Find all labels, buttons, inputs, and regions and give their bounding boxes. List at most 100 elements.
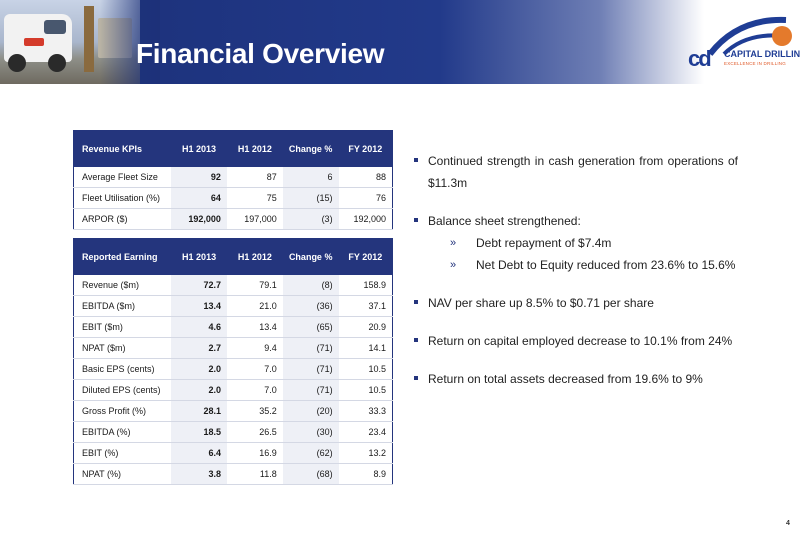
table-row: ARPOR ($) 192,000 197,000 (3) 192,000 — [73, 208, 393, 230]
table-cell: 10.5 — [338, 379, 393, 401]
column-header: Revenue KPIs — [73, 130, 172, 167]
truck-wheel-rear — [48, 54, 66, 72]
bullet-text: NAV per share up 8.5% to $0.71 per share — [428, 296, 654, 310]
table-cell: 8.9 — [338, 463, 393, 485]
truck-wheel-front — [8, 54, 26, 72]
table-cell: Diluted EPS (cents) — [73, 379, 172, 401]
company-logo: cd CAPITAL DRILLING EXCELLENCE IN DRILLI… — [688, 16, 800, 76]
summary-bullets: Continued strength in cash generation fr… — [414, 150, 738, 390]
bullet-text: Return on capital employed decrease to 1… — [428, 334, 733, 348]
sub-bullet-item: » Net Debt to Equity reduced from 23.6% t… — [414, 254, 738, 276]
table-row: Fleet Utilisation (%) 64 75 (15) 76 — [73, 187, 393, 209]
table-cell: 6 — [282, 166, 339, 188]
table-cell: (71) — [282, 337, 339, 359]
truck-window — [44, 20, 66, 34]
table-cell: 16.9 — [226, 442, 283, 464]
column-header: Reported Earning — [73, 238, 172, 275]
table-row: EBITDA ($m) 13.4 21.0 (36) 37.1 — [73, 295, 393, 317]
table-cell: 35.2 — [226, 400, 283, 422]
table-row: Average Fleet Size 92 87 6 88 — [73, 166, 393, 188]
table-cell: 26.5 — [226, 421, 283, 443]
table-cell: (8) — [282, 274, 339, 296]
page-number: 4 — [786, 520, 790, 527]
table-cell: Basic EPS (cents) — [73, 358, 172, 380]
column-header: Change % — [282, 238, 339, 275]
table-cell: 28.1 — [171, 400, 227, 422]
table-cell: Gross Profit (%) — [73, 400, 172, 422]
table-cell: 20.9 — [338, 316, 393, 338]
table-row: Basic EPS (cents) 2.0 7.0 (71) 10.5 — [73, 358, 393, 380]
table-cell: 6.4 — [171, 442, 227, 464]
table-cell: 2.7 — [171, 337, 227, 359]
table-cell: 76 — [338, 187, 393, 209]
table-row: EBIT ($m) 4.6 13.4 (65) 20.9 — [73, 316, 393, 338]
table-cell: (65) — [282, 316, 339, 338]
table-cell: 9.4 — [226, 337, 283, 359]
table-cell: 192,000 — [171, 208, 227, 230]
table-cell: EBIT (%) — [73, 442, 172, 464]
column-header: Change % — [282, 130, 339, 167]
bullet-item: Return on total assets decreased from 19… — [414, 368, 738, 390]
table-cell: EBITDA (%) — [73, 421, 172, 443]
table-cell: 64 — [171, 187, 227, 209]
table-cell: 18.5 — [171, 421, 227, 443]
table-row: NPAT (%) 3.8 11.8 (68) 8.9 — [73, 463, 393, 485]
table-cell: 2.0 — [171, 358, 227, 380]
table-row: EBITDA (%) 18.5 26.5 (30) 23.4 — [73, 421, 393, 443]
bullet-text: Continued strength in cash generation fr… — [428, 154, 738, 190]
table-cell: Fleet Utilisation (%) — [73, 187, 172, 209]
table-cell: 10.5 — [338, 358, 393, 380]
sub-bullet-marker: » — [450, 237, 457, 249]
table-cell: (68) — [282, 463, 339, 485]
logo-tagline: EXCELLENCE IN DRILLING — [724, 61, 786, 66]
table-cell: 79.1 — [226, 274, 283, 296]
bullet-square-icon — [414, 218, 418, 222]
table-row: EBIT (%) 6.4 16.9 (62) 13.2 — [73, 442, 393, 464]
table-cell: 23.4 — [338, 421, 393, 443]
bullet-text: Return on total assets decreased from 19… — [428, 372, 703, 386]
bullet-item: Continued strength in cash generation fr… — [414, 150, 738, 194]
table-cell: (62) — [282, 442, 339, 464]
table-cell: 88 — [338, 166, 393, 188]
table-cell: NPAT ($m) — [73, 337, 172, 359]
column-header: FY 2012 — [338, 238, 393, 275]
column-header: H1 2012 — [226, 130, 283, 167]
table-cell: 14.1 — [338, 337, 393, 359]
globe-icon — [772, 26, 792, 46]
logo-mark: cd — [688, 46, 712, 71]
column-header: H1 2013 — [171, 238, 227, 275]
table-cell: NPAT (%) — [73, 463, 172, 485]
table-cell: 92 — [171, 166, 227, 188]
table-cell: 7.0 — [226, 379, 283, 401]
table-cell: (71) — [282, 358, 339, 380]
table-row: Revenue ($m) 72.7 79.1 (8) 158.9 — [73, 274, 393, 296]
sub-bullet-text: Net Debt to Equity reduced from 23.6% to… — [476, 258, 736, 272]
bullet-text: Balance sheet strengthened: — [428, 214, 581, 228]
table-cell: (71) — [282, 379, 339, 401]
table-cell: 7.0 — [226, 358, 283, 380]
page-title: Financial Overview — [136, 38, 385, 69]
table-cell: 2.0 — [171, 379, 227, 401]
logo-name: CAPITAL DRILLING — [724, 49, 800, 59]
bullet-item: Balance sheet strengthened: — [414, 210, 738, 232]
table-header-row: Revenue KPIs H1 2013 H1 2012 Change % FY… — [73, 130, 393, 167]
photo-fade — [100, 0, 160, 84]
reported-earnings-table: Reported Earning H1 2013 H1 2012 Change … — [73, 238, 393, 485]
table-cell: 33.3 — [338, 400, 393, 422]
bullet-item: NAV per share up 8.5% to $0.71 per share — [414, 292, 738, 314]
table-cell: 13.4 — [226, 316, 283, 338]
bullet-square-icon — [414, 338, 418, 342]
table-cell: Revenue ($m) — [73, 274, 172, 296]
column-header: H1 2013 — [171, 130, 227, 167]
bullet-item: Return on capital employed decrease to 1… — [414, 330, 738, 352]
table-cell: (30) — [282, 421, 339, 443]
drill-rig-mast — [84, 6, 94, 72]
table-cell: Average Fleet Size — [73, 166, 172, 188]
table-cell: 21.0 — [226, 295, 283, 317]
column-header: H1 2012 — [226, 238, 283, 275]
table-cell: ARPOR ($) — [73, 208, 172, 230]
revenue-kpi-table: Revenue KPIs H1 2013 H1 2012 Change % FY… — [73, 130, 393, 230]
table-cell: 13.4 — [171, 295, 227, 317]
table-cell: (15) — [282, 187, 339, 209]
bullet-square-icon — [414, 158, 418, 162]
